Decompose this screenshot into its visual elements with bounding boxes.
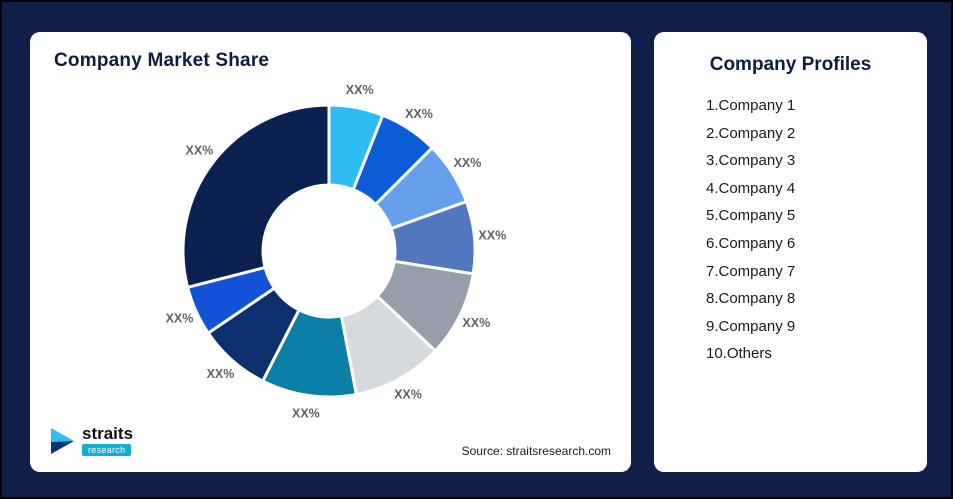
segment-label-7: XX%	[292, 406, 320, 420]
donut-chart: XX% XX% XX% XX% XX% XX% XX% XX% XX% XX%	[166, 83, 507, 420]
company-profiles-list: 1.Company 1 2.Company 2 3.Company 3 4.Compa…	[654, 84, 927, 368]
company-list-item: 7.Company 7	[706, 262, 796, 280]
logo-sub-text: research	[82, 444, 132, 456]
segment-label-9: XX%	[166, 312, 194, 326]
company-list-item: 8.Company 8	[706, 290, 796, 308]
segment-label-4: XX%	[478, 229, 506, 243]
company-list-item: 1.Company 1	[706, 97, 796, 114]
source-note: Source: straitsresearch.com	[461, 444, 611, 458]
segment-label-10: XX%	[186, 144, 214, 158]
company-profiles-card: Company Profiles 1.Company 1 2.Company 2 3…	[654, 32, 927, 472]
segment-label-1: XX%	[346, 83, 374, 97]
straits-logo-icon	[51, 427, 74, 454]
segment-label-2: XX%	[405, 107, 433, 121]
segment-label-8: XX%	[207, 367, 235, 381]
chart-title: Company Market Share	[54, 50, 270, 71]
straits-research-logo: straits research	[50, 425, 133, 456]
market-share-card: Company Market Share XX% XX% XX% XX% XX% XX% X…	[30, 32, 631, 472]
segment-label-3: XX%	[454, 156, 482, 170]
segment-label-6: XX%	[394, 388, 422, 402]
segment-label-5: XX%	[462, 316, 490, 330]
logo-brand-text: straits	[82, 424, 134, 443]
logo-texts: straits research	[82, 425, 133, 456]
company-list-item: 6.Company 6	[706, 234, 796, 252]
company-list-item: 3.Company 3	[706, 152, 796, 170]
profiles-title: Company Profiles	[709, 54, 872, 75]
company-list-item: 5.Company 5	[706, 207, 796, 225]
donut-segment-10	[181, 103, 331, 289]
company-list-item: 2.Company 2	[706, 124, 796, 142]
company-list-item: 10.Others	[706, 345, 772, 363]
company-list-item: 9.Company 9	[706, 317, 796, 335]
company-list-item: 4.Company 4	[706, 179, 796, 197]
